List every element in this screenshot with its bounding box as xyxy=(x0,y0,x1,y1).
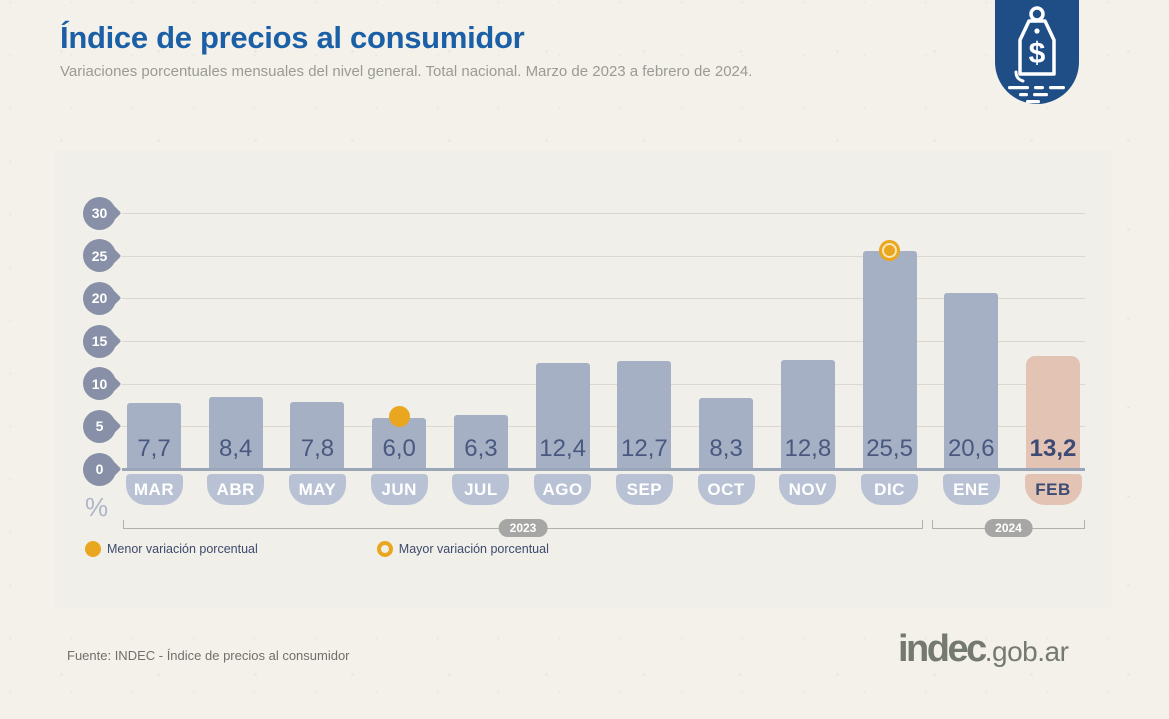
month-tab-NOV: NOV xyxy=(779,474,837,505)
bar-value-MAR: 7,7 xyxy=(137,435,171,462)
max-variation-marker xyxy=(879,239,901,261)
legend: Menor variación porcentual Mayor variaci… xyxy=(85,541,549,557)
month-tab-SEP: SEP xyxy=(615,474,673,505)
gridline-25 xyxy=(122,255,1085,257)
month-tab-ENE: ENE xyxy=(942,474,1000,505)
bar-value-AGO: 12,4 xyxy=(539,435,586,462)
page-title: Índice de precios al consumidor xyxy=(60,20,525,55)
bar-ABR xyxy=(208,397,263,469)
month-tab-FEB: FEB xyxy=(1024,474,1082,505)
legend-max-label: Mayor variación porcentual xyxy=(398,542,549,556)
gridline-15 xyxy=(122,341,1085,342)
month-tab-JUL: JUL xyxy=(452,474,510,505)
year-bracket-2024: 2024 xyxy=(932,519,1085,537)
header: Índice de precios al consumidor Variacio… xyxy=(60,20,752,80)
y-tick-5: 5 xyxy=(83,409,116,443)
bar-value-JUN: 6,0 xyxy=(382,435,416,462)
indec-logo: indec.gob.ar xyxy=(898,628,1069,671)
y-tick-20: 20 xyxy=(83,281,116,315)
bar-value-ABR: 8,4 xyxy=(219,435,253,462)
x-axis-line xyxy=(122,468,1085,471)
max-marker-legend-icon xyxy=(376,541,393,557)
bar-ENE xyxy=(944,293,999,469)
gridline-20 xyxy=(122,298,1085,300)
bar-JUL xyxy=(453,415,508,469)
bar-value-OCT: 8,3 xyxy=(709,435,743,462)
max-variation-marker-ring xyxy=(882,242,898,258)
legend-min-label: Menor variación porcentual xyxy=(107,542,258,556)
month-tab-AGO: AGO xyxy=(534,474,592,505)
year-bracket-2023: 2023 xyxy=(123,519,923,537)
bar-AGO xyxy=(535,363,590,469)
bar-value-DIC: 25,5 xyxy=(866,435,913,462)
bar-NOV xyxy=(780,359,835,469)
source-note: Fuente: INDEC - Índice de precios al con… xyxy=(67,648,350,663)
gridline-30 xyxy=(122,213,1085,214)
bar-FEB xyxy=(1026,356,1081,469)
indec-logo-wordmark: indec xyxy=(898,628,987,670)
indec-logo-domain: .gob.ar xyxy=(984,636,1069,667)
price-tag-badge: $ xyxy=(995,0,1079,104)
month-tab-OCT: OCT xyxy=(697,474,755,505)
month-tab-MAR: MAR xyxy=(125,474,183,505)
year-pill-2023: 2023 xyxy=(498,519,548,537)
bar-value-ENE: 20,6 xyxy=(947,435,995,462)
bar-value-MAY: 7,8 xyxy=(300,435,335,462)
y-tick-15: 15 xyxy=(83,324,116,358)
price-tag-icon: $ xyxy=(1008,6,1065,104)
month-tab-ABR: ABR xyxy=(207,474,265,505)
bar-value-SEP: 12,7 xyxy=(621,435,668,462)
y-tick-25: 25 xyxy=(83,239,116,273)
min-marker-legend-icon xyxy=(85,541,101,557)
bar-OCT xyxy=(699,398,754,469)
bar-value-NOV: 12,8 xyxy=(784,435,832,462)
month-tab-MAY: MAY xyxy=(288,474,346,505)
year-pill-2024: 2024 xyxy=(984,519,1033,537)
y-tick-10: 10 xyxy=(83,367,116,401)
bar-SEP xyxy=(617,360,672,469)
svg-text:$: $ xyxy=(1029,37,1046,70)
chart-panel: 30 25 20 15 10 5 0 7,7 MAR 8,4 ABR 7,8 MAY 6,0 JUN 6,3… xyxy=(55,150,1112,608)
month-tab-DIC: DIC xyxy=(861,474,919,505)
y-tick-0: 0 xyxy=(83,452,116,486)
gridline-5 xyxy=(122,426,1085,428)
min-variation-marker xyxy=(388,406,410,428)
bar-MAR xyxy=(127,403,181,469)
bar-DIC xyxy=(862,251,917,469)
bar-MAY xyxy=(290,402,345,469)
month-tab-JUN: JUN xyxy=(370,474,428,505)
gridline-10 xyxy=(122,383,1085,385)
y-tick-30: 30 xyxy=(83,196,116,230)
y-axis-unit-label: % xyxy=(85,492,109,522)
page-subtitle: Variaciones porcentuales mensuales del n… xyxy=(60,63,753,80)
bar-value-FEB: 13,2 xyxy=(1029,435,1077,462)
bar-value-JUL: 6,3 xyxy=(464,435,498,462)
